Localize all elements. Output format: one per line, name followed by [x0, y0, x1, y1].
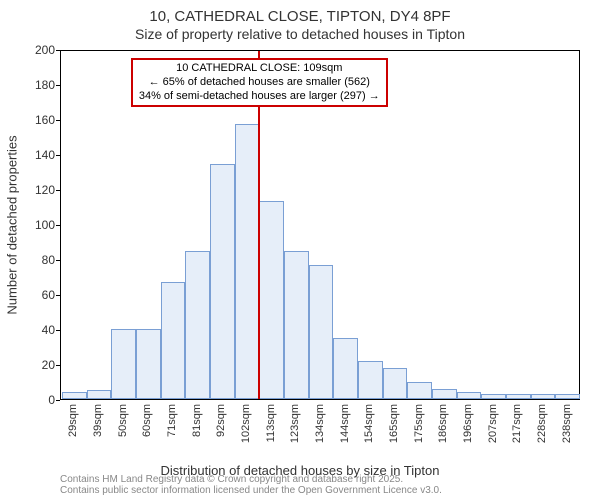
footer-line-1: Contains HM Land Registry data © Crown c… — [60, 474, 442, 485]
x-tick-label: 134sqm — [314, 404, 326, 443]
histogram-bar — [531, 394, 556, 399]
histogram-bar — [136, 329, 161, 399]
histogram-bar — [87, 390, 112, 399]
y-tick-label: 200 — [35, 43, 55, 57]
histogram-bar — [62, 392, 87, 399]
histogram-bar — [210, 164, 235, 399]
histogram-bar — [235, 124, 260, 399]
title-line-2: Size of property relative to detached ho… — [0, 26, 600, 42]
histogram-bar — [407, 382, 432, 399]
x-tick-label: 154sqm — [363, 404, 375, 443]
y-tick-label: 180 — [35, 78, 55, 92]
y-tick — [56, 120, 60, 121]
y-tick — [56, 260, 60, 261]
x-tick-label: 102sqm — [240, 404, 252, 443]
histogram-bar — [284, 251, 309, 399]
y-tick-label: 40 — [42, 323, 55, 337]
plot-area: 10 CATHEDRAL CLOSE: 109sqm← 65% of detac… — [60, 50, 580, 400]
y-tick-label: 0 — [48, 393, 55, 407]
histogram-bar — [185, 251, 210, 399]
y-tick — [56, 225, 60, 226]
x-tick-label: 29sqm — [67, 404, 79, 437]
y-tick — [56, 190, 60, 191]
y-tick — [56, 400, 60, 401]
info-line-3: 34% of semi-detached houses are larger (… — [139, 90, 380, 104]
y-tick-label: 160 — [35, 113, 55, 127]
histogram-bar — [383, 368, 408, 399]
x-tick-label: 92sqm — [215, 404, 227, 437]
y-tick-label: 100 — [35, 218, 55, 232]
footer-line-2: Contains public sector information licen… — [60, 485, 442, 496]
x-tick-label: 238sqm — [561, 404, 573, 443]
histogram-bar — [259, 201, 284, 399]
histogram-bar — [506, 394, 531, 399]
x-tick-label: 50sqm — [117, 404, 129, 437]
histogram-bar — [333, 338, 358, 399]
x-tick-label: 144sqm — [339, 404, 351, 443]
y-tick-label: 60 — [42, 288, 55, 302]
y-axis-label: Number of detached properties — [5, 135, 20, 314]
y-tick-label: 20 — [42, 358, 55, 372]
info-line-1: 10 CATHEDRAL CLOSE: 109sqm — [139, 62, 380, 76]
histogram-bar — [457, 392, 482, 399]
histogram-bar — [358, 361, 383, 399]
attribution-footer: Contains HM Land Registry data © Crown c… — [60, 474, 442, 496]
y-tick-label: 140 — [35, 148, 55, 162]
y-tick — [56, 85, 60, 86]
y-tick — [56, 365, 60, 366]
chart-container: 10, CATHEDRAL CLOSE, TIPTON, DY4 8PF Siz… — [0, 0, 600, 500]
histogram-bar — [111, 329, 136, 399]
x-tick-label: 39sqm — [92, 404, 104, 437]
x-tick-label: 123sqm — [289, 404, 301, 443]
y-tick — [56, 50, 60, 51]
title-line-1: 10, CATHEDRAL CLOSE, TIPTON, DY4 8PF — [0, 8, 600, 25]
x-tick-label: 196sqm — [462, 404, 474, 443]
x-tick-label: 71sqm — [166, 404, 178, 437]
x-tick-label: 207sqm — [487, 404, 499, 443]
marker-info-box: 10 CATHEDRAL CLOSE: 109sqm← 65% of detac… — [131, 58, 388, 107]
histogram-bar — [481, 394, 506, 399]
x-tick-label: 217sqm — [511, 404, 523, 443]
histogram-bar — [161, 282, 186, 399]
histogram-bar — [555, 394, 580, 399]
x-tick-label: 81sqm — [191, 404, 203, 437]
x-tick-label: 175sqm — [413, 404, 425, 443]
y-tick — [56, 295, 60, 296]
y-tick-label: 120 — [35, 183, 55, 197]
y-tick — [56, 155, 60, 156]
x-tick-label: 165sqm — [388, 404, 400, 443]
x-tick-label: 186sqm — [437, 404, 449, 443]
y-tick — [56, 330, 60, 331]
histogram-bar — [432, 389, 457, 399]
x-tick-label: 228sqm — [536, 404, 548, 443]
info-line-2: ← 65% of detached houses are smaller (56… — [139, 76, 380, 90]
x-tick-label: 60sqm — [141, 404, 153, 437]
x-tick-label: 113sqm — [265, 404, 277, 442]
y-tick-label: 80 — [42, 253, 55, 267]
histogram-bar — [309, 265, 334, 399]
